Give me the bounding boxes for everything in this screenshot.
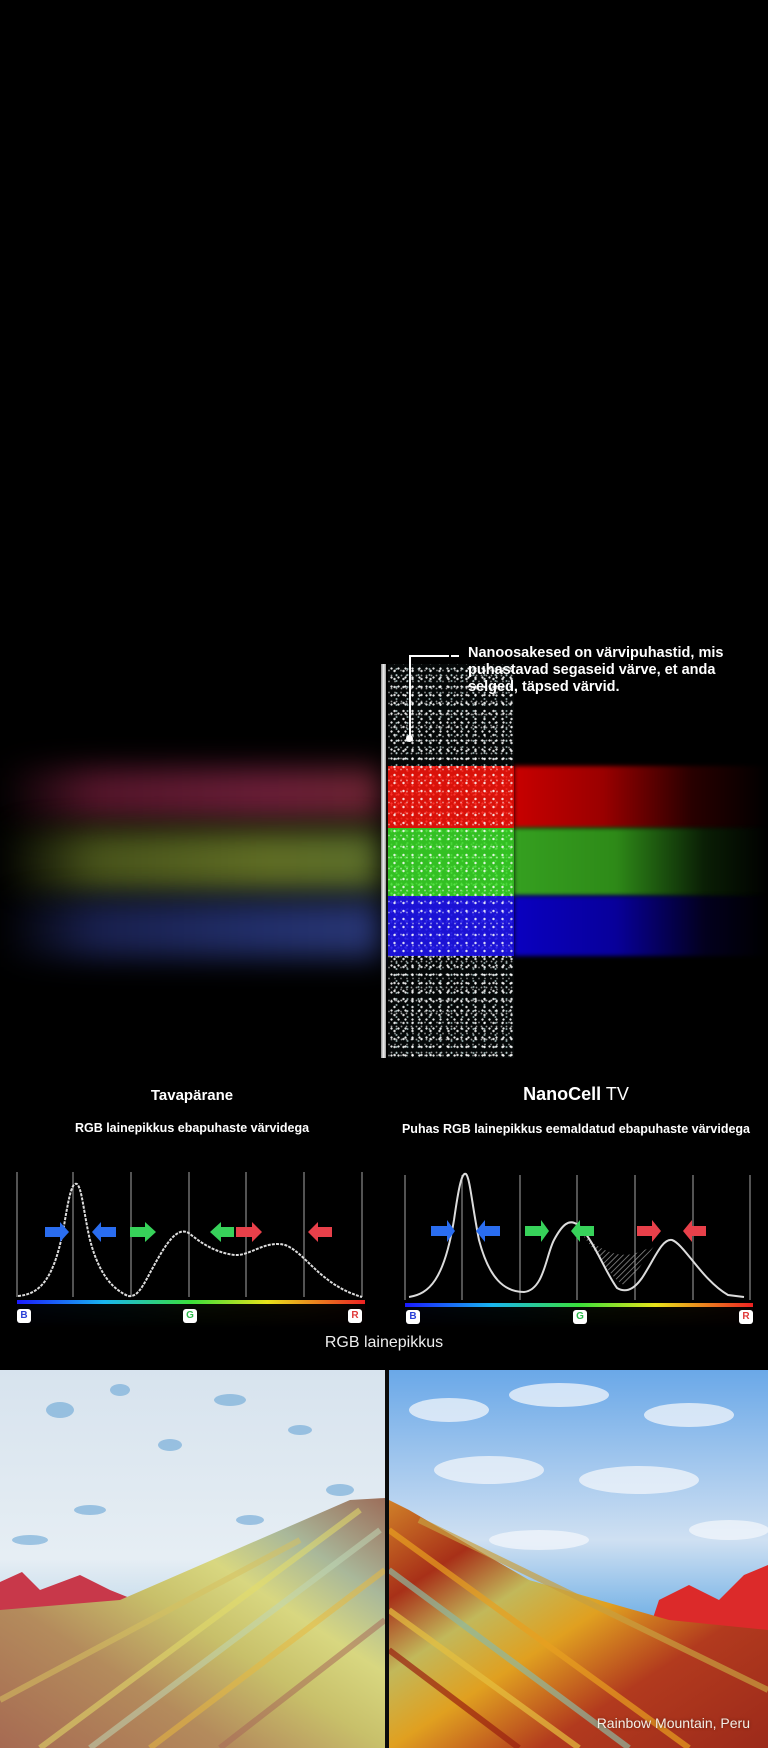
nanocell-spectrum-chart: B G R [384, 1160, 768, 1330]
badge-red: R [348, 1309, 362, 1323]
nanoparticle-sparkles [388, 664, 514, 1058]
nanocell-spectrum-svg [404, 1172, 753, 1330]
callout-dot [406, 735, 413, 742]
wavelength-axis-title: RGB lainepikkus [324, 1334, 444, 1351]
pure-red-light-band [514, 766, 768, 828]
callout-line-1: Nanoosakesed on värvipuhastid, mis [468, 645, 724, 661]
badge-green: G [573, 1310, 587, 1324]
conventional-mountain-image [0, 1370, 385, 1748]
removed-impurity-region [580, 1232, 654, 1285]
grid-lines [404, 1175, 751, 1300]
pure-green-light-band [514, 828, 768, 896]
impure-green-light-band [0, 830, 380, 892]
callout-leader-horizontal [409, 655, 449, 657]
nanocell-title-regular: TV [601, 1084, 629, 1104]
photo-caption: Rainbow Mountain, Peru [596, 1715, 750, 1731]
impure-blue-light-band [0, 900, 380, 958]
callout-leader-vertical [409, 656, 411, 738]
conventional-spectrum-chart: B G R [0, 1160, 384, 1330]
green-arrows [525, 1220, 594, 1242]
red-arrows [236, 1222, 332, 1242]
nanocell-title-bold: NanoCell [523, 1084, 602, 1104]
impure-red-light-band [0, 768, 380, 820]
badge-blue: B [17, 1309, 31, 1323]
conventional-subtitle: RGB lainepikkus ebapuhaste värvidega [74, 1121, 310, 1135]
conventional-photo [0, 1370, 385, 1748]
callout-leader-tick [451, 655, 459, 657]
nanocell-photo [389, 1370, 768, 1748]
impure-spectrum-curve [17, 1182, 363, 1298]
pure-spectrum-curve [408, 1172, 745, 1298]
conventional-title: Tavapärane [150, 1087, 234, 1104]
blue-arrows [45, 1222, 116, 1242]
nanoparticle-layer [388, 664, 514, 1058]
badge-blue: B [406, 1310, 420, 1324]
nanocell-mountain-image [389, 1370, 768, 1748]
badge-red: R [739, 1310, 753, 1324]
spectrum-bar [17, 1300, 365, 1304]
comparison-divider [385, 1370, 389, 1748]
badge-green: G [183, 1309, 197, 1323]
red-arrows [637, 1220, 706, 1242]
callout-line-3: selged, täpsed värvid. [468, 679, 620, 695]
callout-line-2: puhastavad segaseid värve, et anda [468, 662, 716, 678]
nanocell-subtitle: Puhas RGB lainepikkus eemaldatud ebapuha… [401, 1122, 751, 1136]
nanocell-title: NanoCell TV [384, 1084, 768, 1105]
spectrum-bar [405, 1303, 753, 1307]
glass-panel-edge [381, 664, 386, 1058]
pure-blue-light-band [514, 896, 768, 956]
grid-lines [16, 1172, 363, 1297]
conventional-spectrum-svg [16, 1172, 365, 1330]
blue-arrows [431, 1220, 500, 1242]
callout-text: Nanoosakesed on värvipuhastid, mis puhas… [468, 645, 758, 696]
green-arrows [130, 1222, 234, 1242]
